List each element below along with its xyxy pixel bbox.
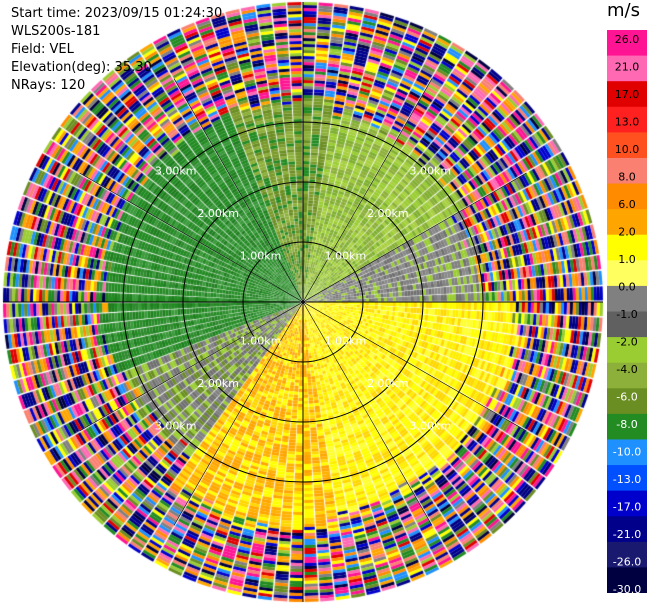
ring-label: 3.00km [155, 165, 197, 178]
colorbar-tick-label: 17.0 [615, 88, 640, 101]
colorbar: 26.0 21.0 17.0 13.0 10.0 8.0 6.0 2.0 1.0 0.0 -1.0 -… [607, 30, 647, 593]
ring-label: 3.00km [409, 419, 451, 432]
colorbar-swatch [607, 132, 647, 159]
colorbar-swatch [607, 567, 647, 593]
colorbar-swatch [607, 285, 647, 312]
colorbar-tick-label: -2.0 [616, 336, 637, 349]
colorbar-unit: m/s [607, 0, 640, 21]
start-time-label: Start time: 2023/09/15 01:24:30 [11, 6, 223, 21]
colorbar-swatch [607, 260, 647, 287]
elevation-label: Elevation(deg): 35.30 [11, 60, 152, 75]
colorbar-tick-label: -26.0 [613, 556, 641, 569]
colorbar-tick-label: 0.0 [618, 281, 636, 294]
ring-label: 3.00km [155, 419, 197, 432]
colorbar-swatch [607, 490, 647, 517]
colorbar-swatch [607, 362, 647, 389]
colorbar-tick-label: -30.0 [613, 583, 641, 593]
site-label: WLS200s-181 [11, 24, 101, 39]
colorbar-swatch [607, 541, 647, 568]
ring-label: 2.00km [367, 207, 409, 220]
nrays-label: NRays: 120 [11, 78, 86, 93]
colorbar-tick-label: 21.0 [615, 61, 640, 74]
field-label: Field: VEL [11, 42, 74, 57]
colorbar-tick-label: -8.0 [616, 418, 637, 431]
colorbar-swatch [607, 465, 647, 492]
colorbar-swatch [607, 413, 647, 440]
colorbar-swatch [607, 30, 647, 57]
azimuth-spoke [302, 172, 527, 303]
ring-label: 2.00km [367, 377, 409, 390]
colorbar-swatch [607, 106, 647, 133]
colorbar-tick-label: -1.0 [616, 308, 637, 321]
azimuth-spoke [173, 301, 304, 526]
colorbar-tick-label: 1.0 [618, 253, 636, 266]
colorbar-swatch [607, 516, 647, 543]
colorbar-tick-label: 10.0 [615, 143, 640, 156]
colorbar-swatch [607, 311, 647, 338]
colorbar-tick-label: -10.0 [613, 446, 641, 459]
azimuth-spoke [79, 301, 304, 432]
colorbar-swatch [607, 209, 647, 236]
ring-label: 1.00km [240, 334, 282, 347]
colorbar-swatch [607, 157, 647, 185]
ring-label: 1.00km [240, 250, 282, 263]
azimuth-spoke [173, 78, 304, 303]
colorbar-tick-label: -13.0 [613, 473, 641, 486]
colorbar-tick-label: -4.0 [616, 363, 637, 376]
azimuth-spoke [79, 172, 304, 303]
ring-label: 3.00km [409, 165, 451, 178]
colorbar-tick-label: 2.0 [618, 226, 636, 239]
colorbar-swatch [607, 183, 647, 210]
colorbar-tick-label: 6.0 [618, 198, 636, 211]
ring-label: 1.00km [325, 334, 367, 347]
colorbar-tick-label: -6.0 [616, 391, 637, 404]
colorbar-swatch [607, 388, 647, 415]
colorbar-tick-label: -17.0 [613, 501, 641, 514]
colorbar-swatch [607, 55, 647, 82]
colorbar-swatch [607, 337, 647, 364]
ring-label: 2.00km [197, 377, 239, 390]
colorbar-swatch [607, 439, 647, 466]
colorbar-swatch [607, 81, 647, 108]
colorbar-tick-label: 13.0 [615, 116, 640, 129]
ring-label: 1.00km [325, 250, 367, 263]
colorbar-tick-label: 8.0 [618, 171, 636, 184]
ring-label: 2.00km [197, 207, 239, 220]
azimuth-spoke [302, 301, 527, 432]
colorbar-swatch [607, 234, 647, 261]
azimuth-spoke [302, 78, 433, 303]
azimuth-spoke [302, 301, 433, 526]
colorbar-tick-label: -21.0 [613, 528, 641, 541]
colorbar-tick-label: 26.0 [615, 33, 640, 46]
